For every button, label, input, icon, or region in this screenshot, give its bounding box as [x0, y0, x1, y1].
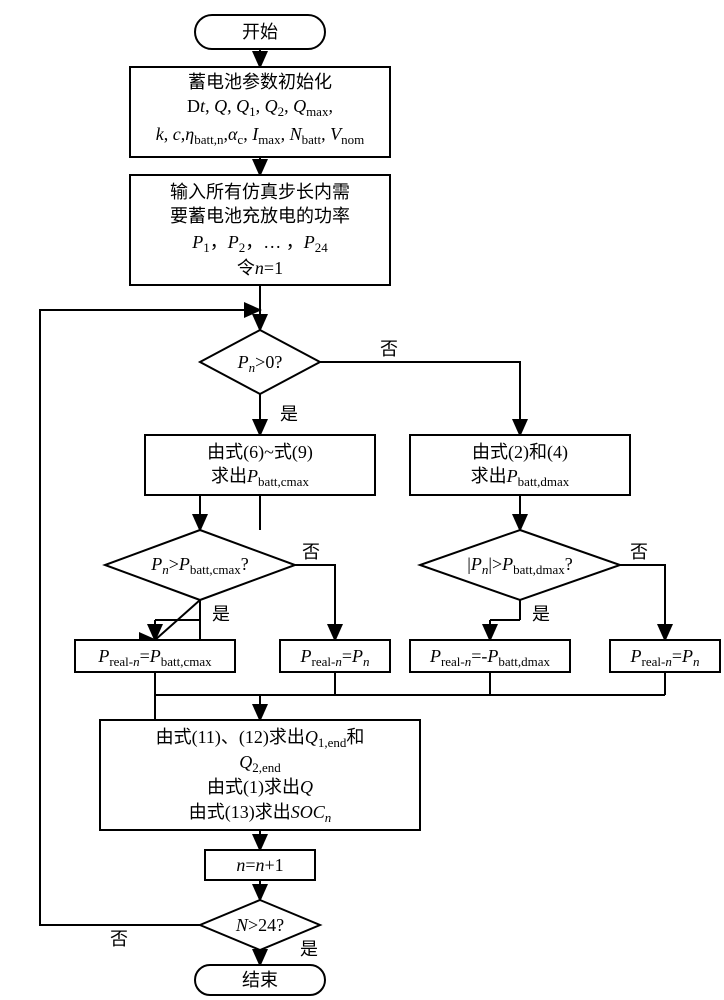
yes-label-4: 是 — [300, 939, 318, 959]
terminal-end-label: 结束 — [242, 970, 278, 990]
n-gt-24-label: N>24? — [235, 915, 284, 935]
increment-label: n=n+1 — [236, 855, 283, 875]
update-q-line4: 由式(13)求出SOCn — [189, 802, 332, 825]
calc-cmax-line1: 由式(6)~式(9) — [207, 442, 313, 463]
input-line4: 令n=1 — [237, 258, 283, 278]
yes-label-3: 是 — [532, 604, 550, 624]
no-label-1: 否 — [380, 339, 398, 359]
pn-gt-0-label: Pn>0? — [237, 352, 283, 375]
input-line3: P1，P2，… ，P24 — [191, 232, 328, 255]
terminal-start-label: 开始 — [242, 22, 278, 42]
update-q-line3: 由式(1)求出Q — [207, 777, 313, 798]
no-label-4: 否 — [110, 929, 128, 949]
calc-dmax-line1: 由式(2)和(4) — [472, 442, 568, 463]
init-line1: 蓄电池参数初始化 — [188, 72, 332, 92]
yes-label-2: 是 — [212, 604, 230, 624]
input-line2: 要蓄电池充放电的功率 — [170, 206, 350, 226]
no-label-3: 否 — [630, 542, 648, 562]
no-label-2: 否 — [302, 542, 320, 562]
input-line1: 输入所有仿真步长内需 — [170, 182, 350, 202]
yes-label-1: 是 — [280, 404, 298, 424]
